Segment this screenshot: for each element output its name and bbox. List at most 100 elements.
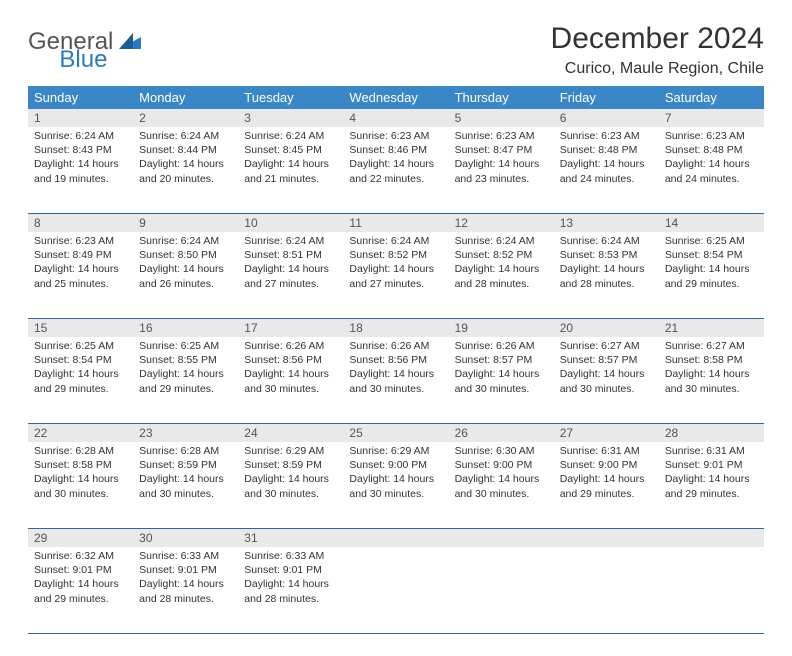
day-number: 15: [28, 319, 133, 338]
sunrise-line: Sunrise: 6:30 AM: [455, 444, 548, 458]
day-cell: [554, 547, 659, 634]
day-cell: Sunrise: 6:28 AMSunset: 8:58 PMDaylight:…: [28, 442, 133, 529]
sunset-line: Sunset: 8:56 PM: [349, 353, 442, 367]
day-cell: Sunrise: 6:23 AMSunset: 8:46 PMDaylight:…: [343, 127, 448, 214]
sunrise-line: Sunrise: 6:33 AM: [139, 549, 232, 563]
sunrise-line: Sunrise: 6:32 AM: [34, 549, 127, 563]
daylight-line-2: and 30 minutes.: [139, 487, 232, 501]
sunset-line: Sunset: 8:43 PM: [34, 143, 127, 157]
daylight-line-2: and 28 minutes.: [244, 592, 337, 606]
day-header: Saturday: [659, 86, 764, 109]
day-cell: [659, 547, 764, 634]
daylight-line-2: and 29 minutes.: [665, 487, 758, 501]
sunset-line: Sunset: 8:54 PM: [34, 353, 127, 367]
day-cell: Sunrise: 6:24 AMSunset: 8:51 PMDaylight:…: [238, 232, 343, 319]
day-header: Sunday: [28, 86, 133, 109]
daylight-line-2: and 24 minutes.: [665, 172, 758, 186]
daylight-line-2: and 29 minutes.: [665, 277, 758, 291]
sunrise-line: Sunrise: 6:23 AM: [34, 234, 127, 248]
sunrise-line: Sunrise: 6:24 AM: [455, 234, 548, 248]
sunrise-line: Sunrise: 6:31 AM: [560, 444, 653, 458]
day-number: 3: [238, 109, 343, 127]
sunrise-line: Sunrise: 6:27 AM: [665, 339, 758, 353]
sunset-line: Sunset: 8:55 PM: [139, 353, 232, 367]
sunrise-line: Sunrise: 6:24 AM: [560, 234, 653, 248]
day-number: 28: [659, 424, 764, 443]
daylight-line-2: and 22 minutes.: [349, 172, 442, 186]
sunset-line: Sunset: 8:45 PM: [244, 143, 337, 157]
day-number: 1: [28, 109, 133, 127]
sunset-line: Sunset: 9:01 PM: [244, 563, 337, 577]
sunrise-line: Sunrise: 6:33 AM: [244, 549, 337, 563]
day-cell: Sunrise: 6:25 AMSunset: 8:54 PMDaylight:…: [28, 337, 133, 424]
day-number: 4: [343, 109, 448, 127]
day-number: 14: [659, 214, 764, 233]
sunset-line: Sunset: 9:01 PM: [34, 563, 127, 577]
calendar-table: Sunday Monday Tuesday Wednesday Thursday…: [28, 86, 764, 634]
daylight-line-1: Daylight: 14 hours: [139, 262, 232, 276]
sunset-line: Sunset: 8:54 PM: [665, 248, 758, 262]
daylight-line-2: and 30 minutes.: [34, 487, 127, 501]
page-title: December 2024: [551, 22, 764, 56]
sunset-line: Sunset: 9:00 PM: [349, 458, 442, 472]
daylight-line-2: and 30 minutes.: [244, 487, 337, 501]
daylight-line-1: Daylight: 14 hours: [139, 367, 232, 381]
title-block: December 2024 Curico, Maule Region, Chil…: [551, 22, 764, 78]
week-row: Sunrise: 6:24 AMSunset: 8:43 PM Daylight:…: [28, 127, 764, 214]
daylight-line-1: Daylight: 14 hours: [244, 367, 337, 381]
daylight-line-2: and 30 minutes.: [560, 382, 653, 396]
day-cell: Sunrise: 6:31 AMSunset: 9:01 PMDaylight:…: [659, 442, 764, 529]
daylight-line-1: Daylight: 14 hours: [139, 577, 232, 591]
day-number: [449, 529, 554, 548]
day-number: 29: [28, 529, 133, 548]
day-cell: Sunrise: 6:24 AMSunset: 8:53 PMDaylight:…: [554, 232, 659, 319]
location-label: Curico, Maule Region, Chile: [551, 60, 764, 78]
daylight-line-2: and 28 minutes.: [455, 277, 548, 291]
day-header: Friday: [554, 86, 659, 109]
day-cell: Sunrise: 6:26 AMSunset: 8:57 PMDaylight:…: [449, 337, 554, 424]
sunrise-line: Sunrise: 6:24 AM: [34, 129, 127, 143]
day-number: 17: [238, 319, 343, 338]
day-cell: Sunrise: 6:23 AMSunset: 8:48 PMDaylight:…: [554, 127, 659, 214]
day-cell: [449, 547, 554, 634]
day-number: [554, 529, 659, 548]
daylight-line-2: and 23 minutes.: [455, 172, 548, 186]
day-cell: Sunrise: 6:23 AMSunset: 8:47 PMDaylight:…: [449, 127, 554, 214]
sunset-line: Sunset: 8:52 PM: [349, 248, 442, 262]
daylight-line-2: and 29 minutes.: [34, 382, 127, 396]
header: General Blue December 2024 Curico, Maule…: [28, 22, 764, 78]
daylight-line-2: and 28 minutes.: [560, 277, 653, 291]
page: General Blue December 2024 Curico, Maule…: [0, 0, 792, 656]
day-number: [343, 529, 448, 548]
week-row: Sunrise: 6:28 AMSunset: 8:58 PMDaylight:…: [28, 442, 764, 529]
sunset-line: Sunset: 8:59 PM: [139, 458, 232, 472]
daylight-line-1: Daylight: 14 hours: [560, 157, 653, 171]
logo: General Blue: [28, 22, 193, 56]
day-number: 2: [133, 109, 238, 127]
daylight-line-1: Daylight: 14 hours: [244, 577, 337, 591]
day-header: Thursday: [449, 86, 554, 109]
day-cell: Sunrise: 6:24 AMSunset: 8:44 PMDaylight:…: [133, 127, 238, 214]
sunrise-line: Sunrise: 6:24 AM: [139, 234, 232, 248]
week-row: Sunrise: 6:32 AMSunset: 9:01 PMDaylight:…: [28, 547, 764, 634]
daylight-line-2: and 27 minutes.: [349, 277, 442, 291]
sunset-line: Sunset: 8:57 PM: [455, 353, 548, 367]
sunset-line: Sunset: 9:00 PM: [455, 458, 548, 472]
day-number: 22: [28, 424, 133, 443]
sunset-line: Sunset: 8:46 PM: [349, 143, 442, 157]
daylight-line-2: and 30 minutes.: [455, 382, 548, 396]
day-number: 5: [449, 109, 554, 127]
day-number: 8: [28, 214, 133, 233]
sunset-line: Sunset: 8:58 PM: [665, 353, 758, 367]
daylight-line-2: and 30 minutes.: [244, 382, 337, 396]
day-number: 30: [133, 529, 238, 548]
day-header: Monday: [133, 86, 238, 109]
daylight-line-1: Daylight: 14 hours: [349, 367, 442, 381]
day-cell: Sunrise: 6:29 AMSunset: 9:00 PMDaylight:…: [343, 442, 448, 529]
daylight-line-2: and 21 minutes.: [244, 172, 337, 186]
sunrise-line: Sunrise: 6:26 AM: [349, 339, 442, 353]
daylight-line-2: and 29 minutes.: [34, 592, 127, 606]
day-number-row: 891011121314: [28, 214, 764, 233]
sunrise-line: Sunrise: 6:26 AM: [455, 339, 548, 353]
sunrise-line: Sunrise: 6:25 AM: [665, 234, 758, 248]
